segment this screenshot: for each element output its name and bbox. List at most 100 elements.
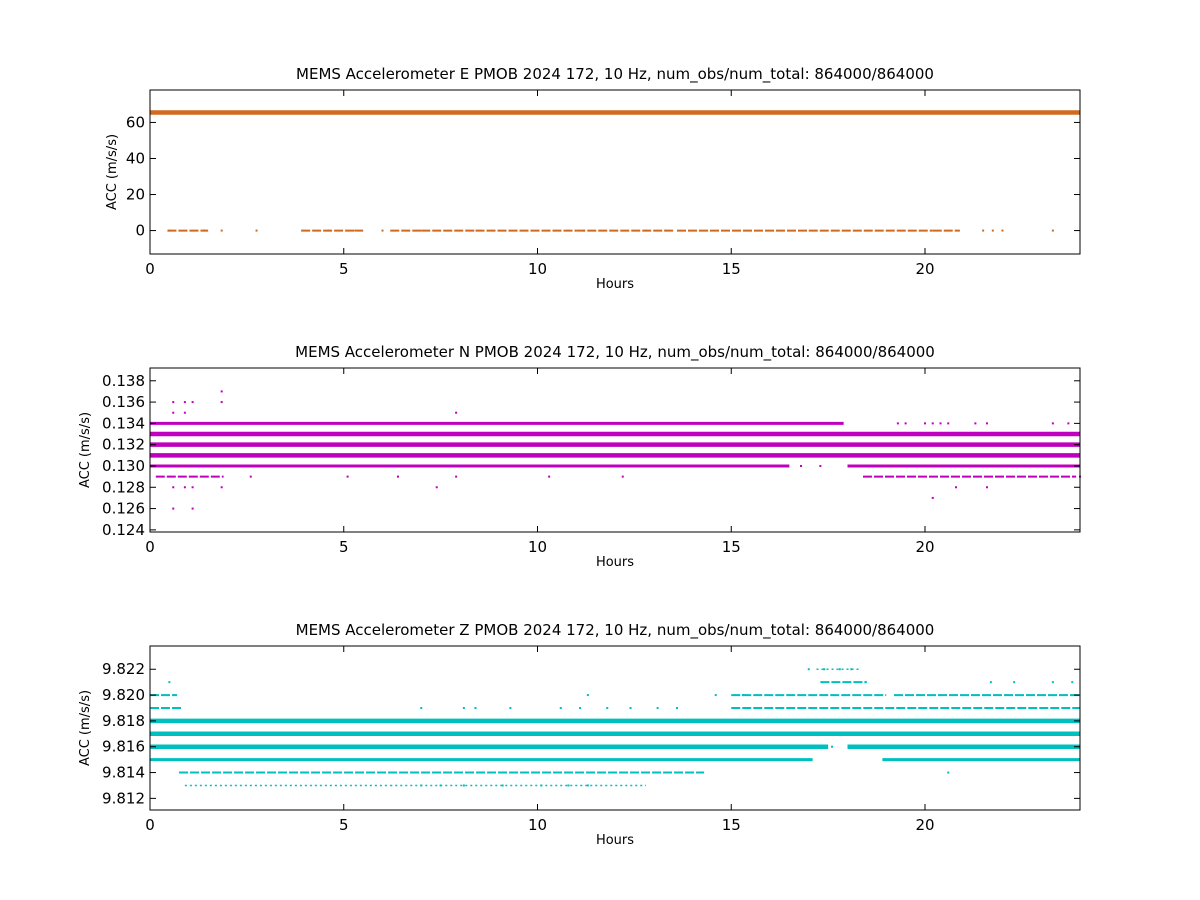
chart-title: MEMS Accelerometer N PMOB 2024 172, 10 H… [295,343,935,362]
x-axis-label: Hours [596,833,634,848]
x-tick-label: 15 [722,816,741,834]
y-tick-label: 9.822 [102,660,145,678]
y-tick-label: 0.126 [102,500,145,518]
data-point [455,411,458,414]
y-tick-label: 20 [126,186,145,204]
data-point [548,475,551,478]
y-axis-label: ACC (m/s/s) [78,690,93,766]
chart-title: MEMS Accelerometer Z PMOB 2024 172, 10 H… [296,621,935,640]
data-point [714,694,717,697]
x-tick-label: 10 [528,260,547,278]
data-point [172,411,175,414]
data-point [656,706,659,709]
data-point [435,486,438,489]
data-point [183,486,186,489]
data-point [172,507,175,510]
data-point [869,433,872,436]
data-point [183,401,186,404]
x-tick-label: 10 [528,816,547,834]
data-point [606,706,609,709]
data-point [645,229,647,232]
x-tick-label: 0 [145,538,155,556]
data-point [807,668,810,671]
y-tick-label: 0 [135,222,145,240]
data-point [220,401,223,404]
data-point [629,706,632,709]
plot-area [150,110,1080,232]
y-tick-label: 0.128 [102,478,145,496]
y-tick-label: 40 [126,149,145,167]
x-tick-label: 20 [915,260,934,278]
data-point [255,229,258,232]
data-point [621,475,624,478]
y-tick-label: 9.818 [102,712,145,730]
data-point [586,694,589,697]
data-point [1013,681,1016,684]
data-point [982,229,985,232]
subplot-e: MEMS Accelerometer E PMOB 2024 172, 10 H… [105,65,1081,292]
plot-area [150,668,1080,787]
data-point [191,486,194,489]
data-point [462,706,465,709]
y-tick-label: 0.132 [102,436,145,454]
data-point [420,784,423,787]
data-point [203,229,206,232]
data-point [462,784,465,787]
data-point [327,229,330,232]
subplot-z: MEMS Accelerometer Z PMOB 2024 172, 10 H… [78,621,1081,848]
data-point [168,681,171,684]
data-point [579,706,582,709]
plot-area [150,390,1081,510]
data-point [220,390,223,393]
axes-frame [149,89,1081,255]
x-tick-label: 5 [339,260,349,278]
data-point [858,745,861,748]
data-point [924,422,926,425]
data-point [509,706,512,709]
data-point [249,475,252,478]
x-tick-label: 0 [145,816,155,834]
data-point [397,475,399,478]
data-point [800,464,802,467]
data-point [346,475,349,478]
subplot-n: MEMS Accelerometer N PMOB 2024 172, 10 H… [78,343,1081,570]
data-point [583,229,585,232]
x-tick-label: 20 [915,816,934,834]
data-point [420,706,423,709]
data-point [939,422,942,425]
y-tick-label: 0.138 [102,372,145,390]
y-tick-label: 0.134 [102,414,145,432]
axes-frame [149,367,1081,533]
data-point [986,422,988,425]
x-tick-label: 5 [339,538,349,556]
data-point [172,486,175,489]
y-tick-label: 0.136 [102,393,145,411]
data-point [1051,422,1054,425]
data-point [858,433,861,436]
y-tick-label: 60 [126,113,145,131]
data-point [501,784,504,787]
data-point [354,229,357,232]
data-point [850,668,853,671]
y-axis-label: ACC (m/s/s) [78,412,93,488]
data-point [1071,681,1074,684]
x-tick-label: 0 [145,260,155,278]
data-point [947,771,950,774]
x-tick-label: 5 [339,816,349,834]
x-tick-label: 15 [722,538,741,556]
data-point [741,694,744,697]
x-tick-label: 20 [915,538,934,556]
data-point [559,706,562,709]
data-point [819,464,822,467]
data-point [183,411,186,414]
data-point [896,422,899,425]
data-point [989,681,992,684]
data-point [172,401,175,404]
data-point [474,706,477,709]
chart-title: MEMS Accelerometer E PMOB 2024 172, 10 H… [296,65,934,84]
y-tick-label: 9.820 [102,686,145,704]
y-tick-label: 0.130 [102,457,145,475]
data-point [1051,229,1054,232]
y-tick-label: 9.812 [102,789,145,807]
data-point [904,422,907,425]
